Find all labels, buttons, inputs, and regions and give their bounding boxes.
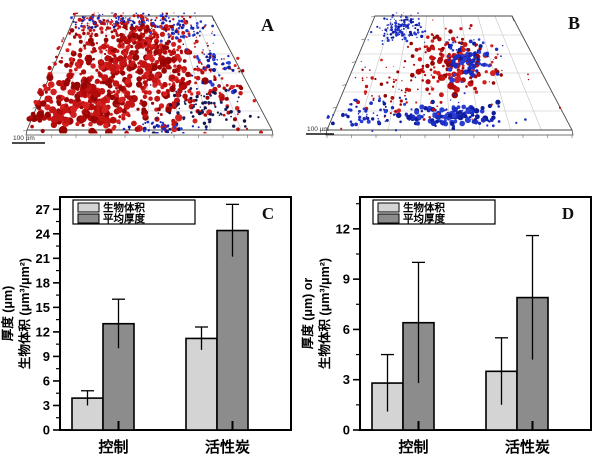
legend-swatch [377,202,400,213]
y-tick-label: 27 [36,202,50,217]
panel-b-generated [322,12,574,138]
legend-swatch [377,213,400,224]
panel-b-scalebar: 100 μm [306,126,334,135]
y-tick-label: 9 [343,272,350,287]
y-tick-label: 0 [343,423,350,438]
panel-b-3d-biofilm-render: 100 μm B [306,12,580,138]
y-axis-label: 厚度 (μm) [0,286,15,342]
y-tick-label: 3 [43,398,50,413]
panel-letter: C [262,204,274,223]
y-axis-label: 厚度 (μm) or [300,278,315,350]
panel-b-letter: B [568,13,580,33]
panel-a-generated [22,12,274,138]
bars [71,203,249,431]
scalebar-label: 100 μm [13,135,35,142]
bars [371,234,549,431]
category-label: 活性炭 [505,438,550,456]
axis-ticks [22,15,273,138]
panel-a-letter: A [261,15,274,35]
y-axis-label: 生物体积 (μm³/μm²) [17,258,32,369]
plot-box [359,196,592,431]
y-tick-label: 15 [36,300,50,315]
series-bar [185,337,218,431]
scalebar-label: 100 μm [307,126,329,133]
axis-ticks [322,15,573,138]
y-axis: 0 3 6 9 12 15 18 21 24 27 [36,202,60,438]
biomass-blobs [326,12,562,132]
y-tick-label: 6 [43,373,50,388]
chart-c-bar-chart: 0 3 6 9 12 15 18 21 24 27 厚度 (μm) 生物体积 (μm³/μm²) 控制 活… [0,196,292,456]
panel-a-3d-biofilm-render: 100 μm A [12,12,274,144]
plot-box [59,196,292,431]
category-label: 活性炭 [205,438,250,456]
legend-item-label: 平均厚度 [403,212,445,225]
y-axis: 0 3 6 9 12 [336,203,360,438]
legend-swatch [77,213,100,224]
y-tick-label: 12 [336,221,350,236]
y-tick-label: 0 [43,423,50,438]
series-bar [71,397,104,431]
legend-item-label: 平均厚度 [103,212,145,225]
y-axis-label: 生物体积 (μm³/μm²) [317,258,332,369]
y-tick-label: 12 [36,324,50,339]
legend-item-label: 生物体积 [403,201,445,214]
category-label: 控制 [98,438,128,456]
legend-item-label: 生物体积 [103,201,145,214]
y-tick-label: 21 [36,251,50,266]
y-tick-label: 9 [43,349,50,364]
biomass-blobs [26,12,264,134]
y-tick-label: 18 [36,275,50,290]
panel-letter: D [562,204,574,223]
legend-swatch [77,202,100,213]
chart-d-bar-chart: 0 3 6 9 12 厚度 (μm) or 生物体积 (μm³/μm²) 控制 活性炭 生物体积平… [300,196,592,456]
category-label: 控制 [398,438,428,456]
y-tick-label: 6 [343,322,350,337]
panel-a-scalebar: 100 μm [12,135,45,144]
y-tick-label: 24 [36,226,51,241]
series-bar [216,229,249,431]
y-tick-label: 3 [343,372,350,387]
